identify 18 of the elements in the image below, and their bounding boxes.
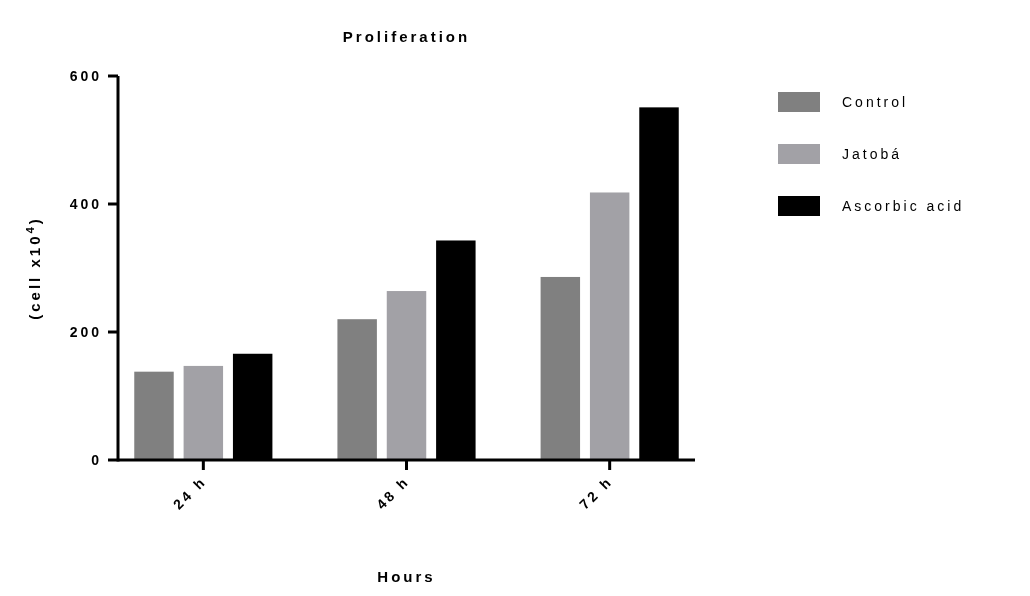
x-tick-label: 48 h bbox=[373, 472, 413, 513]
y-tick-label: 0 bbox=[91, 451, 102, 468]
legend-label: Jatobá bbox=[842, 145, 903, 162]
x-tick-label: 72 h bbox=[576, 472, 616, 513]
y-tick-label: 600 bbox=[69, 67, 102, 84]
x-axis-title: Hours bbox=[377, 568, 436, 585]
bar bbox=[134, 371, 174, 460]
y-tick-label: 200 bbox=[69, 323, 102, 340]
y-tick-label: 400 bbox=[69, 195, 102, 212]
bar bbox=[589, 192, 630, 460]
bar bbox=[540, 276, 581, 460]
bar bbox=[337, 319, 377, 460]
legend-label: Control bbox=[842, 93, 909, 110]
bar bbox=[386, 291, 427, 460]
bar bbox=[183, 365, 224, 460]
chart-title: Proliferation bbox=[342, 28, 471, 45]
x-tick-label: 24 h bbox=[169, 472, 210, 513]
legend-label: Ascorbic acid bbox=[842, 197, 965, 214]
